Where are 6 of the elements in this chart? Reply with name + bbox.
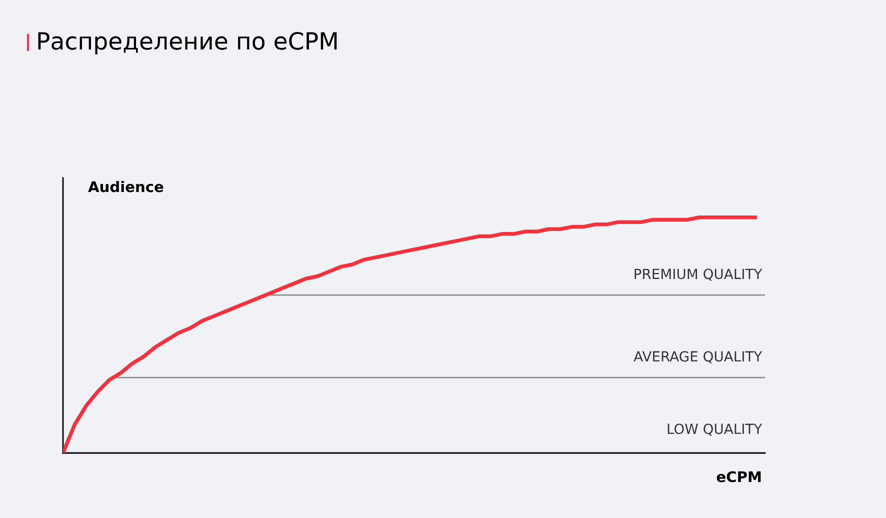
ref-line-label: AVERAGE QUALITY (634, 351, 762, 364)
x-axis-title: eCPM (716, 471, 761, 482)
chart-title: Распределение по eCPM (38, 32, 337, 54)
ref-line-label: PREMIUM QUALITY (634, 268, 762, 281)
annotation: LOW QUALITY (668, 424, 762, 436)
y-axis-title: Audience (88, 180, 164, 192)
